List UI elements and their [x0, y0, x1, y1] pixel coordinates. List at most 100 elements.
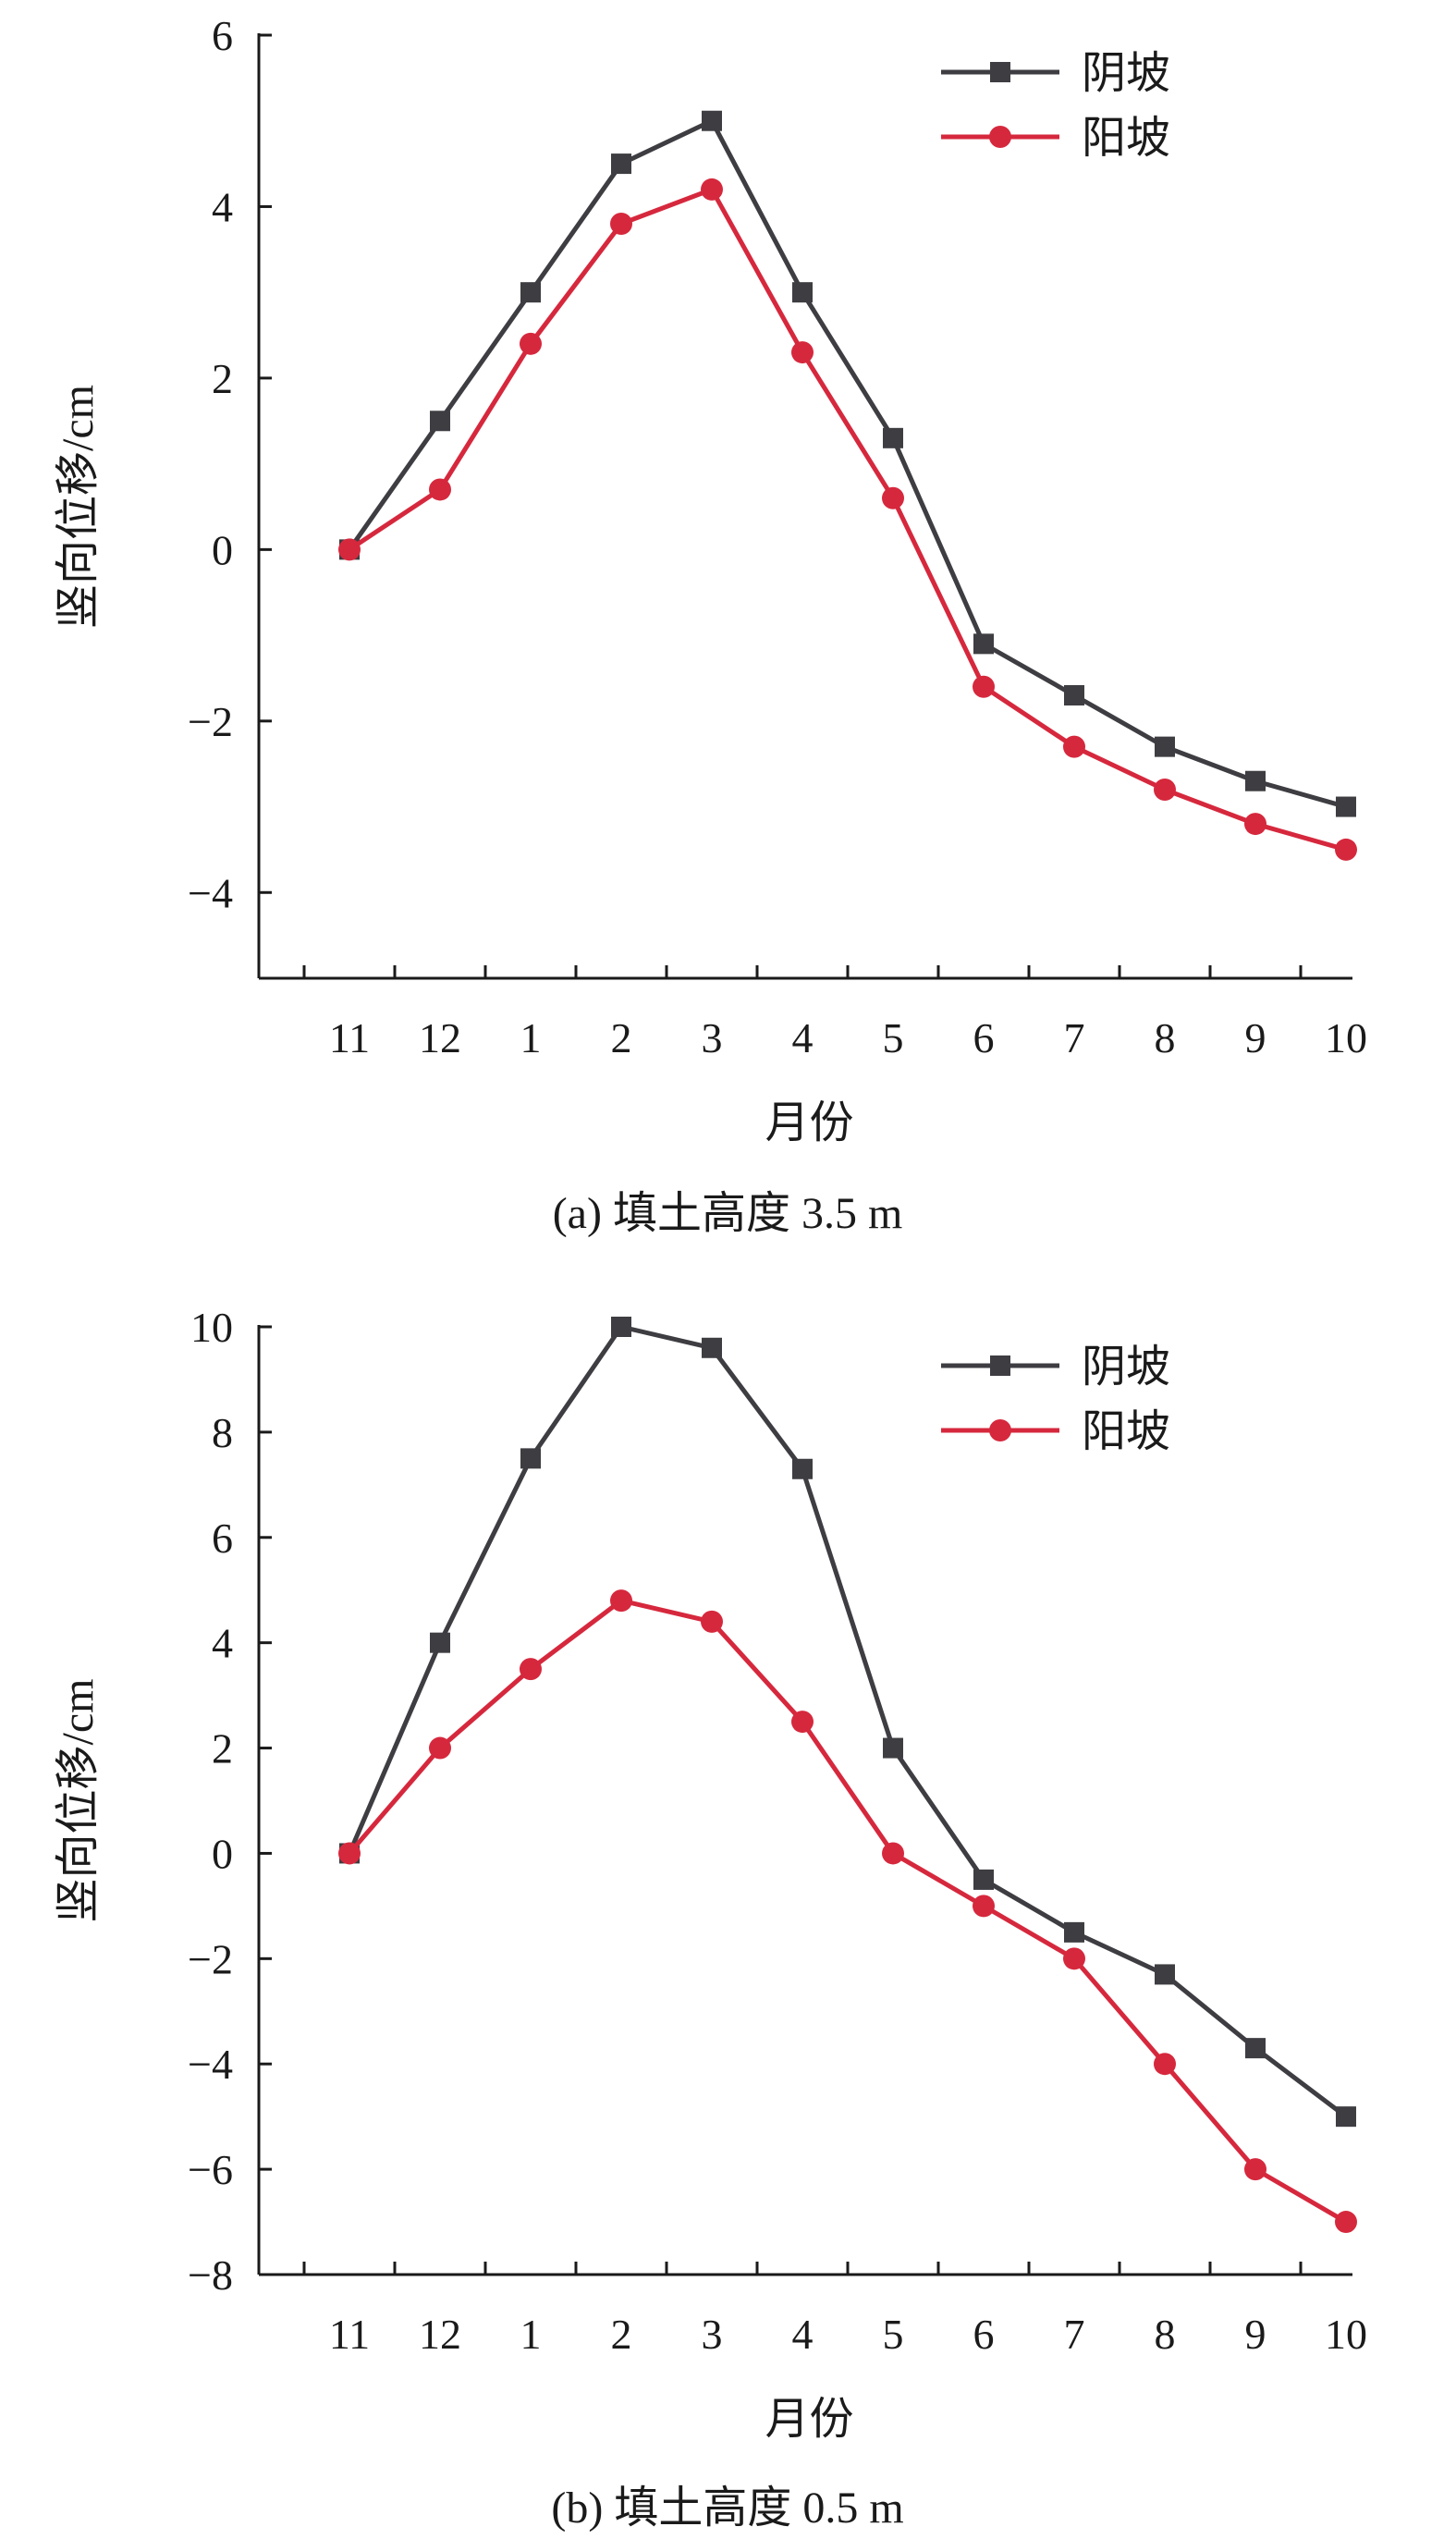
- x-tick-label: 12: [419, 2311, 461, 2358]
- data-point-square: [1245, 770, 1266, 791]
- series-line: [347, 118, 1347, 809]
- data-point-circle: [520, 1658, 542, 1681]
- data-point-circle: [882, 1842, 904, 1865]
- legend-entry: 阴坡: [941, 1343, 1170, 1392]
- x-tick-label: 5: [883, 1014, 904, 1061]
- data-point-square: [1336, 796, 1356, 817]
- data-point-square: [792, 1458, 813, 1479]
- y-axis-title: 竖向位移/cm: [54, 1679, 103, 1923]
- series-sunny-slope: [338, 1589, 1357, 2234]
- data-point-circle: [520, 332, 542, 355]
- data-point-circle: [882, 486, 904, 509]
- data-point-square: [883, 427, 903, 448]
- x-tick-label: 2: [611, 1014, 632, 1061]
- series-shady-slope: [339, 1317, 1356, 2128]
- x-tick-label: 10: [1325, 2311, 1367, 2358]
- legend-entry: 阳坡: [941, 114, 1170, 163]
- data-point-circle: [1335, 838, 1357, 861]
- data-point-square: [520, 282, 541, 303]
- data-point-circle: [429, 478, 451, 501]
- x-axis-title: 月份: [765, 2395, 853, 2444]
- legend-marker-circle: [989, 126, 1011, 148]
- y-tick-label: 0: [212, 1830, 233, 1877]
- data-point-square: [883, 1737, 903, 1759]
- data-point-square: [611, 153, 631, 175]
- data-point-square: [1064, 1921, 1084, 1943]
- x-tick-label: 4: [792, 2311, 814, 2358]
- x-tick-label: 8: [1155, 1014, 1176, 1061]
- legend-label: 阳坡: [1082, 114, 1170, 163]
- x-tick-label: 9: [1245, 1014, 1266, 1061]
- legend-entry: 阳坡: [941, 1407, 1170, 1456]
- y-tick-label: −2: [188, 1935, 233, 1982]
- x-tick-label: 7: [1064, 1014, 1085, 1061]
- data-point-circle: [973, 675, 995, 698]
- data-point-circle: [1154, 779, 1176, 801]
- x-tick-label: 10: [1325, 1014, 1367, 1061]
- y-tick-label: 2: [212, 355, 233, 402]
- data-point-square: [973, 633, 994, 655]
- data-point-circle: [791, 1711, 814, 1734]
- legend-label: 阴坡: [1082, 49, 1170, 98]
- data-point-square: [1155, 1964, 1175, 1985]
- data-point-square: [792, 282, 813, 303]
- y-axis-title: 竖向位移/cm: [54, 385, 103, 629]
- x-tick-label: 12: [419, 1014, 461, 1061]
- data-point-square: [1245, 2038, 1266, 2059]
- series-shady-slope: [339, 110, 1356, 817]
- data-point-circle: [429, 1736, 451, 1760]
- y-tick-label: −4: [188, 2041, 233, 2088]
- x-tick-label: 6: [973, 2311, 995, 2358]
- x-tick-label: 4: [792, 1014, 814, 1061]
- legend-marker-circle: [989, 1419, 1011, 1441]
- data-point-square: [702, 1337, 722, 1358]
- x-tick-label: 11: [329, 2311, 370, 2358]
- data-point-circle: [973, 1895, 995, 1918]
- data-point-circle: [338, 1842, 361, 1865]
- legend-marker-square: [990, 62, 1010, 82]
- data-point-circle: [1244, 2158, 1266, 2181]
- data-point-circle: [338, 538, 361, 561]
- x-tick-label: 1: [520, 2311, 542, 2358]
- data-point-circle: [1063, 735, 1085, 758]
- data-point-square: [430, 411, 450, 432]
- legend-label: 阳坡: [1082, 1407, 1170, 1456]
- data-point-square: [430, 1632, 450, 1653]
- data-point-square: [611, 1317, 631, 1337]
- y-tick-label: 2: [212, 1725, 233, 1772]
- x-tick-label: 5: [883, 2311, 904, 2358]
- chart-caption: (b) 填土高度 0.5 m: [551, 2484, 903, 2533]
- x-tick-label: 7: [1064, 2311, 1085, 2358]
- x-tick-label: 1: [520, 1014, 542, 1061]
- x-tick-label: 3: [702, 2311, 723, 2358]
- legend-entry: 阴坡: [941, 49, 1170, 98]
- y-tick-label: 6: [212, 12, 233, 59]
- data-point-circle: [1244, 813, 1266, 836]
- data-point-square: [973, 1869, 994, 1890]
- legend-label: 阴坡: [1082, 1343, 1170, 1392]
- data-point-circle: [791, 341, 814, 364]
- data-point-circle: [610, 1589, 632, 1613]
- data-point-square: [702, 110, 722, 131]
- series-line: [347, 1324, 1348, 2119]
- data-point-circle: [610, 213, 632, 235]
- data-point-circle: [1063, 1947, 1085, 1970]
- data-point-square: [1336, 2106, 1356, 2128]
- y-tick-label: 10: [190, 1304, 233, 1351]
- data-point-circle: [1335, 2211, 1357, 2234]
- series-line: [348, 1598, 1348, 2225]
- y-tick-label: 4: [212, 183, 233, 230]
- x-tick-label: 6: [973, 1014, 995, 1061]
- data-point-circle: [701, 1610, 723, 1633]
- y-tick-label: −8: [188, 2251, 233, 2299]
- data-point-square: [1155, 736, 1175, 757]
- y-tick-label: 4: [212, 1620, 233, 1667]
- data-point-circle: [701, 178, 723, 201]
- y-tick-label: −4: [188, 869, 233, 916]
- series-sunny-slope: [338, 178, 1357, 861]
- x-tick-label: 8: [1155, 2311, 1176, 2358]
- x-tick-label: 2: [611, 2311, 632, 2358]
